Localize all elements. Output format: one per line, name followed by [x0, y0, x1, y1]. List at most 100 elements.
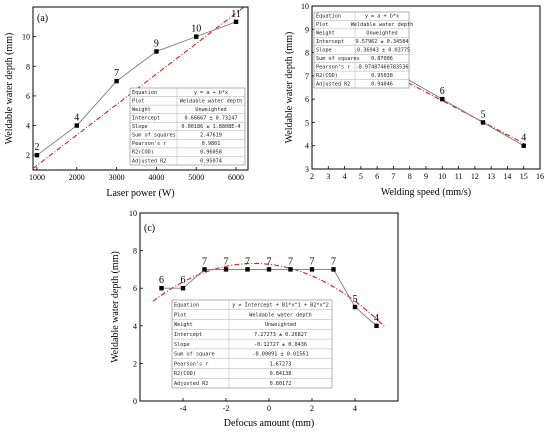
y-tick-label: 6: [133, 284, 137, 293]
table-value: 1.67273: [270, 361, 292, 367]
data-label: 6: [159, 275, 164, 286]
table-value: -0.09091 ± 0.01561: [252, 352, 308, 358]
y-tick-label: 8: [133, 247, 137, 256]
table-key: Plot: [132, 98, 145, 104]
stats-table: Equation y = Intercept + B1*x^1 + B2*x^2 P…: [171, 299, 333, 389]
table-key: Intercept: [174, 332, 202, 338]
table-key: Sum of squares: [316, 56, 360, 62]
table-value: y = a + b*x: [365, 14, 399, 20]
table-value: y = a + b*x: [194, 90, 228, 96]
data-point: [288, 267, 293, 272]
y-tick-label: 4: [133, 322, 137, 331]
table-value: 7.27273 ± 0.26827: [254, 332, 307, 338]
x-tick-label: 5: [359, 172, 363, 181]
table-value: Unweighted: [265, 322, 296, 328]
data-point: [154, 49, 159, 54]
x-tick-label: 7: [391, 172, 395, 181]
data-label: 7: [202, 256, 207, 267]
y-axis-label: Weldable water depth (mm): [110, 251, 121, 363]
data-label: 7: [288, 256, 293, 267]
data-point: [374, 323, 379, 328]
data-point: [74, 123, 79, 128]
data-label: 9: [154, 38, 159, 49]
table-value: -0.36943 ± 0.03775: [354, 48, 410, 54]
data-point: [480, 120, 486, 125]
x-tick-label: 11: [455, 172, 463, 181]
x-tick-label: 13: [487, 172, 495, 181]
data-label: 7: [245, 256, 250, 267]
x-tick-label: 6000: [228, 173, 244, 182]
table-key: Pearson's r: [316, 64, 350, 70]
table-value: 0.84138: [270, 371, 292, 377]
y-tick-label: 7: [305, 72, 309, 81]
table-key: Equation: [174, 303, 199, 309]
data-point: [114, 78, 119, 84]
y-tick-label: 2: [26, 151, 30, 160]
table-key: Intercept: [316, 39, 344, 45]
x-tick-label: 4: [353, 404, 357, 413]
data-point: [245, 267, 250, 272]
table-value: 0.95038: [371, 73, 393, 79]
table-value: 0.95074: [200, 158, 222, 164]
data-label: 6: [181, 275, 186, 286]
y-tick-label: 8: [26, 62, 30, 71]
x-tick-label: -4: [180, 404, 187, 413]
fit-line: [328, 40, 524, 144]
fit-curve: [152, 262, 386, 328]
y-tick-label: 4: [305, 142, 309, 151]
table-value: 0.94046: [371, 81, 393, 87]
panel-label: (c): [144, 223, 155, 234]
table-key: Plot: [316, 22, 329, 28]
data-label: 5: [481, 109, 486, 120]
y-tick-label: 5: [305, 118, 309, 127]
stats-table-frame: [129, 87, 246, 166]
data-point: [194, 34, 199, 39]
x-tick-label: 4000: [148, 173, 164, 182]
x-axis-label: Welding speed (mm/s): [381, 187, 471, 198]
chart-panel-3: -4 -2 0 2 4 0 2 4 6 8 10 Defocus amount (mm) Weldabl…: [110, 209, 399, 429]
table-key: R2(COD): [132, 150, 154, 156]
data-label: 7: [114, 68, 119, 79]
data-point: [266, 267, 272, 272]
y-axis-label: Weldable water depth (mm): [4, 33, 15, 145]
data-point: [309, 267, 315, 272]
data-point: [233, 19, 239, 25]
table-value: Weldable water depth: [249, 312, 311, 318]
panel-label: (a): [37, 13, 48, 24]
data-point: [331, 267, 336, 272]
table-key: Adjusted R2: [174, 381, 208, 387]
data-point: [34, 152, 40, 158]
x-tick-label: 9: [424, 172, 428, 181]
table-value: 0.96058: [200, 150, 222, 156]
table-value: 0.66667 ± 0.73247: [184, 115, 237, 121]
table-key: Slope: [174, 342, 190, 348]
x-tick-label: 15: [520, 172, 528, 181]
table-value: y = Intercept + B1*x^1 + B2*x^2: [232, 303, 329, 309]
y-tick-label: 9: [305, 25, 309, 34]
table-key: Slope: [316, 48, 332, 54]
data-line: [36, 21, 237, 156]
table-key: Sum of square: [174, 352, 215, 358]
x-tick-label: 14: [503, 172, 511, 181]
x-tick-label: 2000: [69, 173, 85, 182]
data-point: [180, 286, 186, 291]
x-axis-label: Laser power (W): [106, 188, 174, 199]
table-value: 0.87006: [371, 56, 393, 62]
data-point: [159, 286, 164, 291]
x-tick-label: 4: [343, 172, 347, 181]
x-tick-label: 2: [310, 172, 314, 181]
data-point: [223, 267, 229, 272]
x-tick-label: -2: [223, 404, 230, 413]
table-key: Weight: [316, 31, 335, 37]
x-tick-label: 10: [438, 172, 446, 181]
data-label: 4: [521, 133, 526, 144]
table-key: Adjusted R2: [132, 158, 166, 164]
table-value: 0.00186 ± 1.8808E-4: [181, 124, 240, 130]
x-axis-label: Defocus amount (mm): [224, 418, 315, 429]
table-value: Weldable water depth: [180, 98, 242, 104]
y-tick-label: 2: [133, 359, 137, 368]
table-value: Unweighted: [366, 31, 397, 37]
data-label: 4: [74, 113, 79, 124]
